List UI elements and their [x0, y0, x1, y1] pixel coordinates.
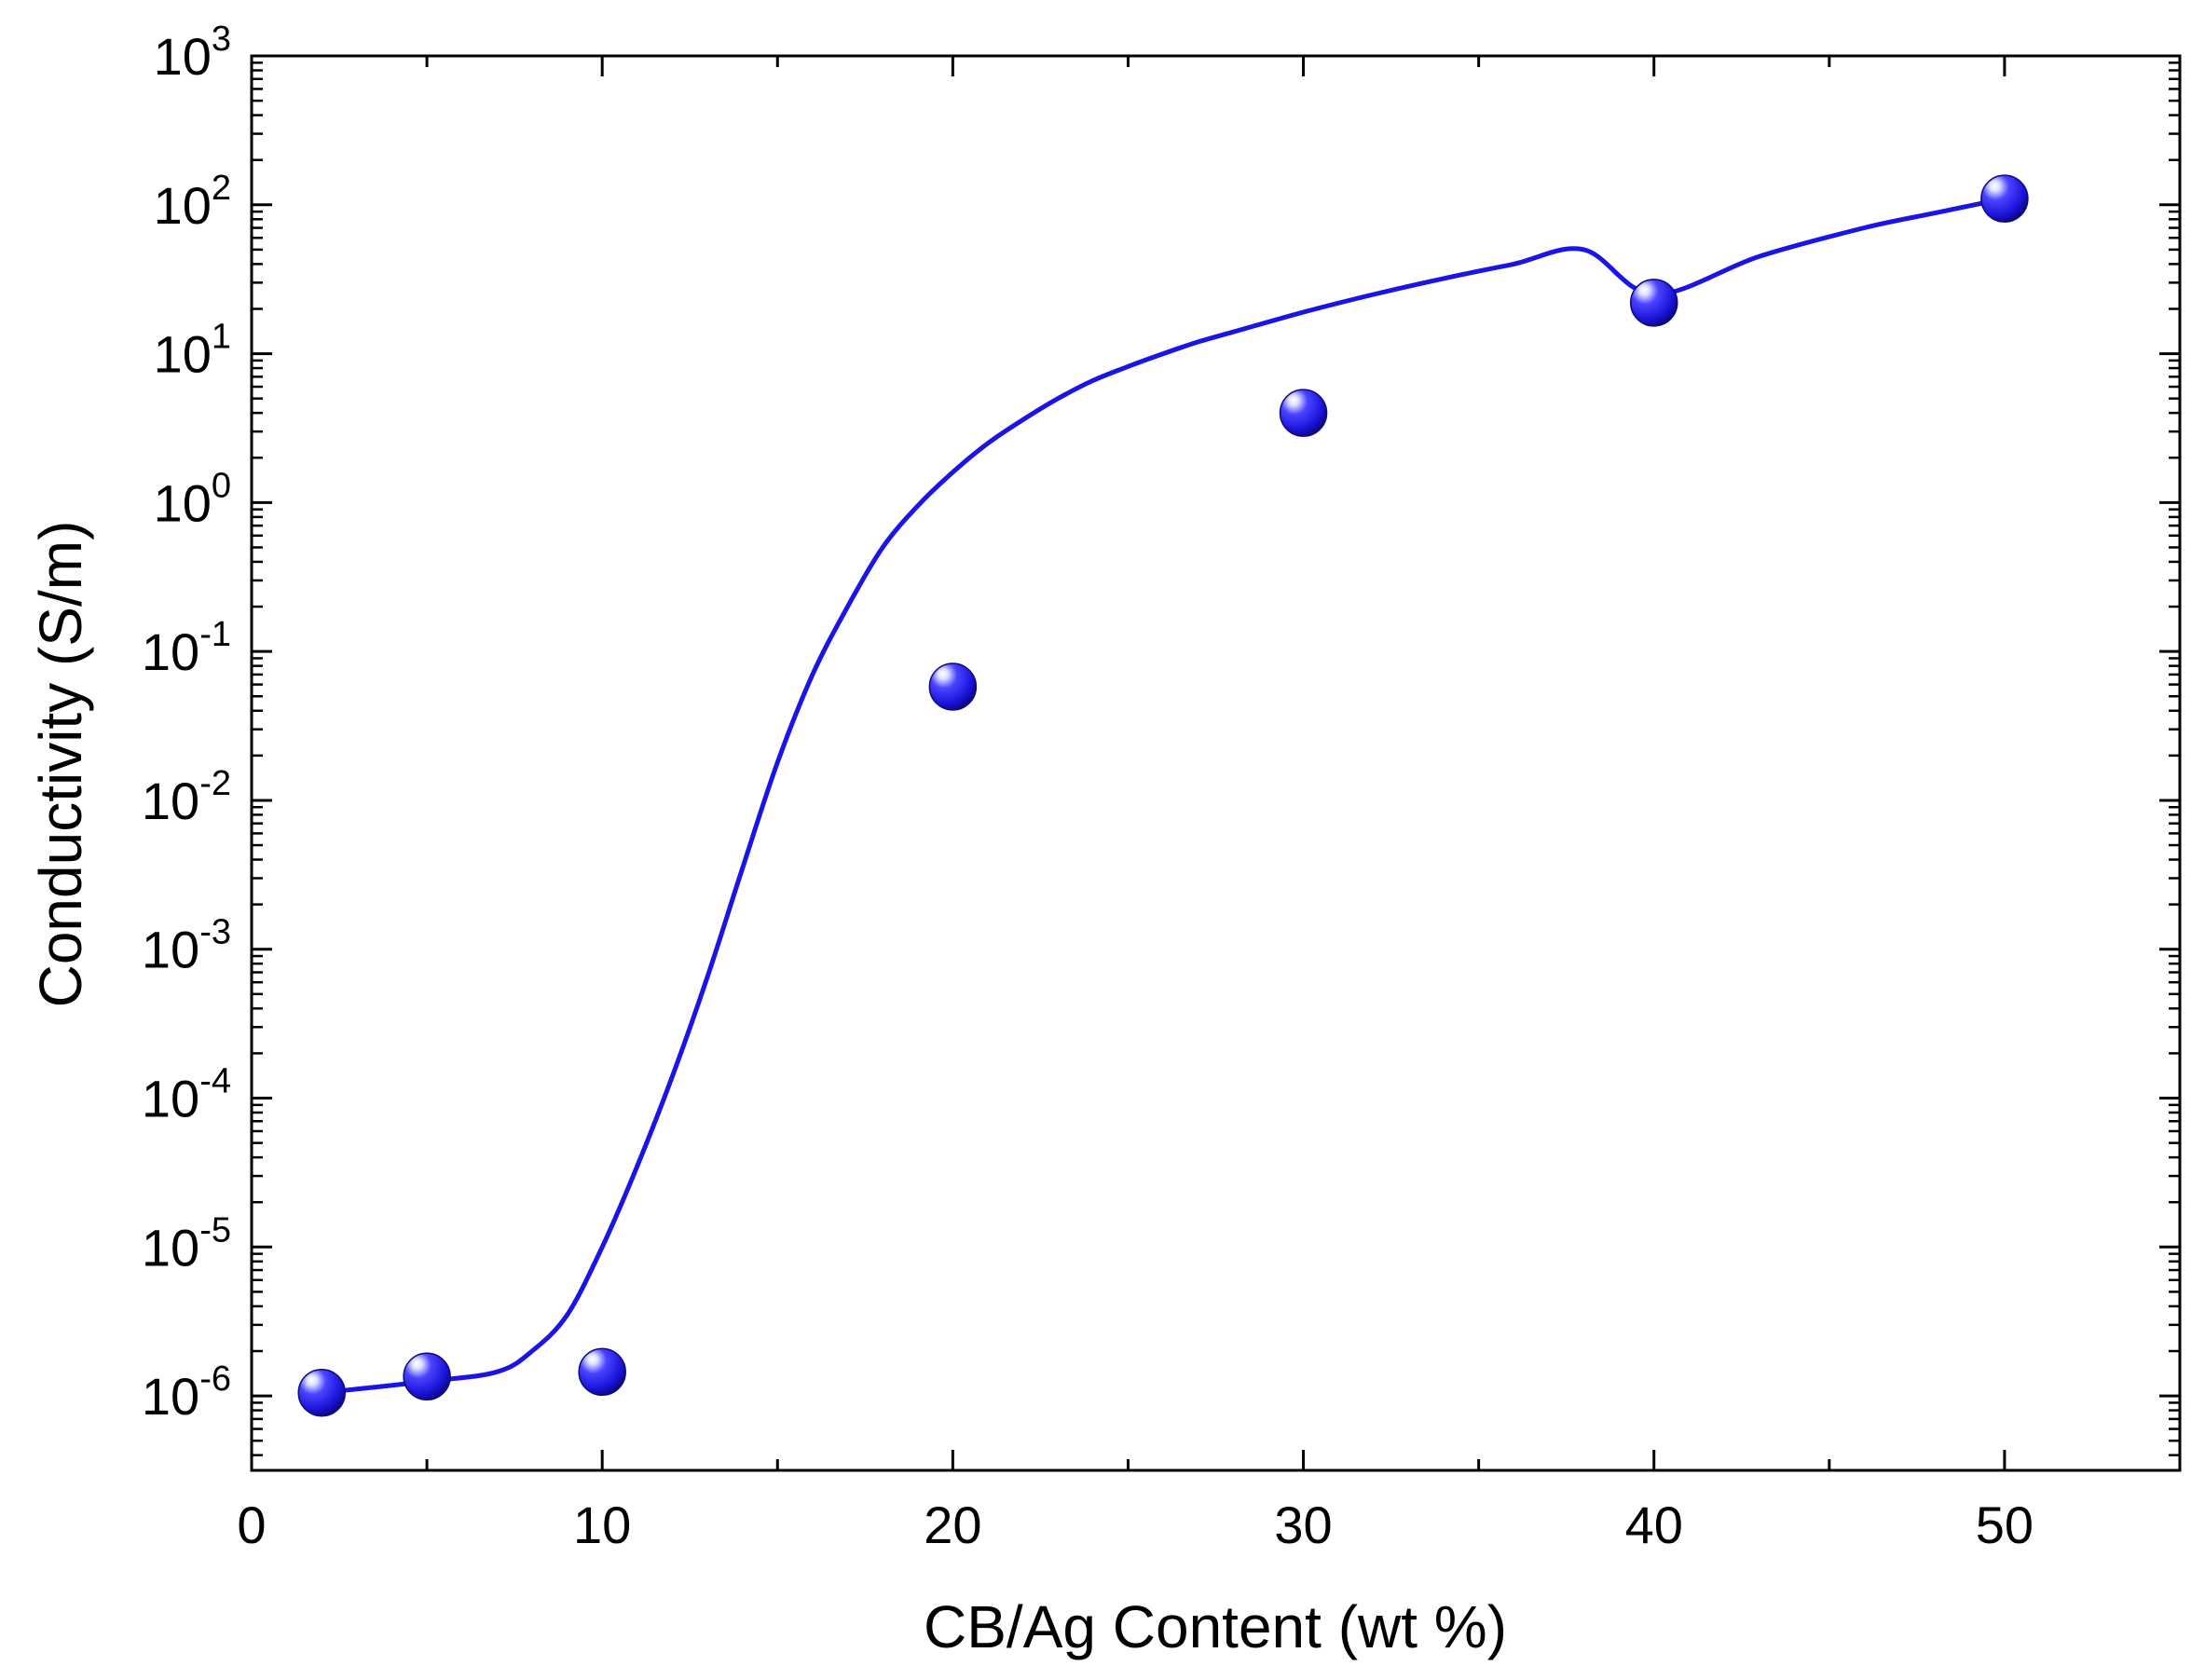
- y-tick-label: 102: [154, 169, 231, 235]
- y-tick-label: 10-4: [142, 1062, 231, 1128]
- x-tick-label: 30: [1274, 1496, 1332, 1554]
- data-point: [1980, 174, 2029, 223]
- x-tick-label: 0: [237, 1496, 266, 1554]
- x-tick-label: 40: [1625, 1496, 1683, 1554]
- y-tick-label: 10-3: [142, 913, 231, 979]
- y-tick-label: 10-2: [142, 764, 231, 830]
- data-point: [578, 1347, 626, 1397]
- data-point: [1629, 279, 1678, 327]
- y-axis-title: Conductivity (S/m): [27, 521, 94, 1008]
- fit-curve-group: [319, 196, 2007, 1396]
- ticks-group: [250, 54, 2180, 1470]
- data-point: [1279, 389, 1328, 437]
- y-tick-label: 103: [154, 20, 231, 86]
- y-tick-label: 101: [154, 318, 231, 384]
- data-points-group: [297, 174, 2029, 1417]
- x-tick-label: 10: [573, 1496, 631, 1554]
- y-tick-label: 100: [154, 466, 231, 532]
- fit-curve: [319, 196, 2007, 1396]
- data-point: [928, 662, 978, 711]
- x-axis-title: CB/Ag Content (wt %): [924, 1593, 1507, 1660]
- x-tick-label: 20: [924, 1496, 981, 1554]
- data-point: [297, 1368, 346, 1417]
- y-tick-label: 10-5: [142, 1210, 231, 1277]
- plot-frame-group: [250, 54, 2182, 1472]
- data-point: [403, 1352, 451, 1401]
- tick-labels-group: 0 10 20 30 40 50 10-6 10-5 10-4 10-3 10-2 10-1 100 10…: [142, 20, 2034, 1554]
- x-tick-label: 50: [1976, 1496, 2034, 1554]
- y-tick-label: 10-6: [142, 1359, 231, 1426]
- y-tick-label: 10-1: [142, 615, 231, 681]
- plot-frame: [250, 54, 2182, 1472]
